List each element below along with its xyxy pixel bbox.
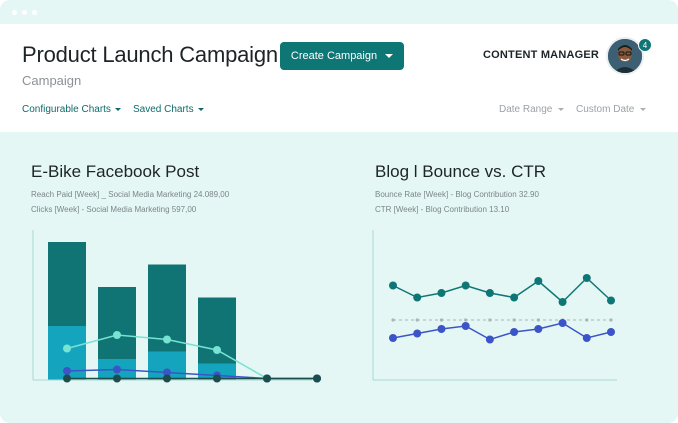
saved-charts-menu[interactable]: Saved Charts bbox=[133, 104, 204, 115]
blog-data-point bbox=[485, 335, 494, 344]
blog-metric-ctr: CTR [Week] - Blog Contribution 13.10 bbox=[375, 205, 510, 214]
blog-data-point bbox=[461, 322, 470, 330]
chevron-down-icon bbox=[558, 108, 565, 111]
chevron-down-icon bbox=[197, 108, 204, 111]
avatar[interactable] bbox=[606, 37, 644, 75]
date-range-dropdown[interactable]: Date Range bbox=[499, 104, 565, 115]
blog-data-point bbox=[389, 281, 397, 290]
blog-data-point bbox=[485, 289, 494, 297]
window-control-dot[interactable] bbox=[22, 10, 27, 15]
blog-data-point bbox=[389, 334, 397, 342]
user-photo-icon bbox=[608, 39, 642, 73]
blog-data-point bbox=[413, 293, 422, 302]
ebike-metric-reach: Reach Paid [Week] _ Social Media Marketi… bbox=[31, 190, 230, 199]
blog-data-point bbox=[437, 289, 446, 297]
blog-reference-point bbox=[512, 318, 516, 322]
blog-reference-point bbox=[609, 318, 613, 322]
blog-reference-point bbox=[536, 318, 540, 322]
blog-data-point bbox=[582, 274, 591, 282]
blog-reference-point bbox=[415, 318, 419, 322]
blog-data-point bbox=[607, 328, 615, 336]
blog-data-point bbox=[558, 319, 567, 327]
ebike-data-point bbox=[63, 374, 71, 383]
ebike-data-point bbox=[63, 344, 71, 353]
blog-data-point bbox=[510, 293, 519, 302]
ebike-data-point bbox=[163, 335, 171, 344]
blog-reference-point bbox=[439, 318, 444, 322]
blog-chart-title: Blog l Bounce vs. CTR bbox=[375, 162, 547, 181]
create-campaign-button[interactable]: Create Campaign bbox=[280, 42, 404, 70]
ebike-data-point bbox=[213, 374, 221, 383]
blog-series-line bbox=[392, 276, 612, 304]
blog-data-point bbox=[582, 334, 591, 342]
chevron-down-icon bbox=[640, 108, 647, 111]
ebike-data-point bbox=[213, 346, 221, 354]
ebike-data-point bbox=[313, 374, 321, 383]
blog-metric-bounce: Bounce Rate [Week] - Blog Contribution 3… bbox=[375, 190, 539, 199]
blog-data-point bbox=[534, 277, 543, 285]
configurable-charts-menu[interactable]: Configurable Charts bbox=[22, 104, 121, 115]
page-title: Product Launch Campaign bbox=[22, 42, 278, 67]
ebike-data-point bbox=[113, 331, 121, 339]
blog-data-point bbox=[437, 325, 446, 333]
blog-reference-point bbox=[488, 318, 492, 322]
window-control-dot[interactable] bbox=[32, 10, 37, 15]
create-campaign-label: Create Campaign bbox=[290, 50, 378, 62]
blog-data-point bbox=[413, 329, 422, 338]
chevron-down-icon bbox=[114, 108, 121, 111]
page-header: Product Launch Campaign Campaign Create … bbox=[0, 24, 678, 132]
ebike-metric-clicks: Clicks [Week] - Social Media Marketing 5… bbox=[31, 205, 197, 214]
ebike-data-point bbox=[113, 365, 121, 374]
custom-date-dropdown[interactable]: Custom Date bbox=[576, 104, 647, 115]
blog-data-point bbox=[461, 281, 470, 290]
window-titlebar bbox=[0, 0, 678, 24]
date-range-label: Date Range bbox=[499, 104, 553, 115]
saved-charts-label: Saved Charts bbox=[133, 104, 194, 115]
blog-data-point bbox=[607, 296, 615, 305]
blog-data-point bbox=[510, 328, 519, 336]
window-control-dot[interactable] bbox=[12, 10, 17, 15]
configurable-charts-label: Configurable Charts bbox=[22, 104, 111, 115]
blog-series-line bbox=[392, 322, 612, 341]
page-subtitle: Campaign bbox=[22, 73, 82, 88]
ebike-data-point bbox=[63, 367, 71, 375]
ebike-data-point bbox=[263, 374, 271, 383]
blog-reference-point bbox=[391, 318, 395, 322]
notification-badge[interactable]: 4 bbox=[638, 38, 652, 52]
ebike-data-point bbox=[113, 374, 121, 383]
user-role-label: CONTENT MANAGER bbox=[483, 49, 600, 61]
chevron-down-icon bbox=[385, 54, 394, 58]
blog-data-point bbox=[534, 325, 543, 333]
blog-reference-point bbox=[585, 318, 589, 322]
blog-reference-point bbox=[464, 318, 468, 322]
ebike-data-point bbox=[163, 374, 171, 383]
blog-data-point bbox=[558, 298, 567, 306]
ebike-data-point bbox=[163, 368, 171, 377]
custom-date-label: Custom Date bbox=[576, 104, 635, 115]
ebike-chart-title: E-Bike Facebook Post bbox=[31, 162, 200, 181]
